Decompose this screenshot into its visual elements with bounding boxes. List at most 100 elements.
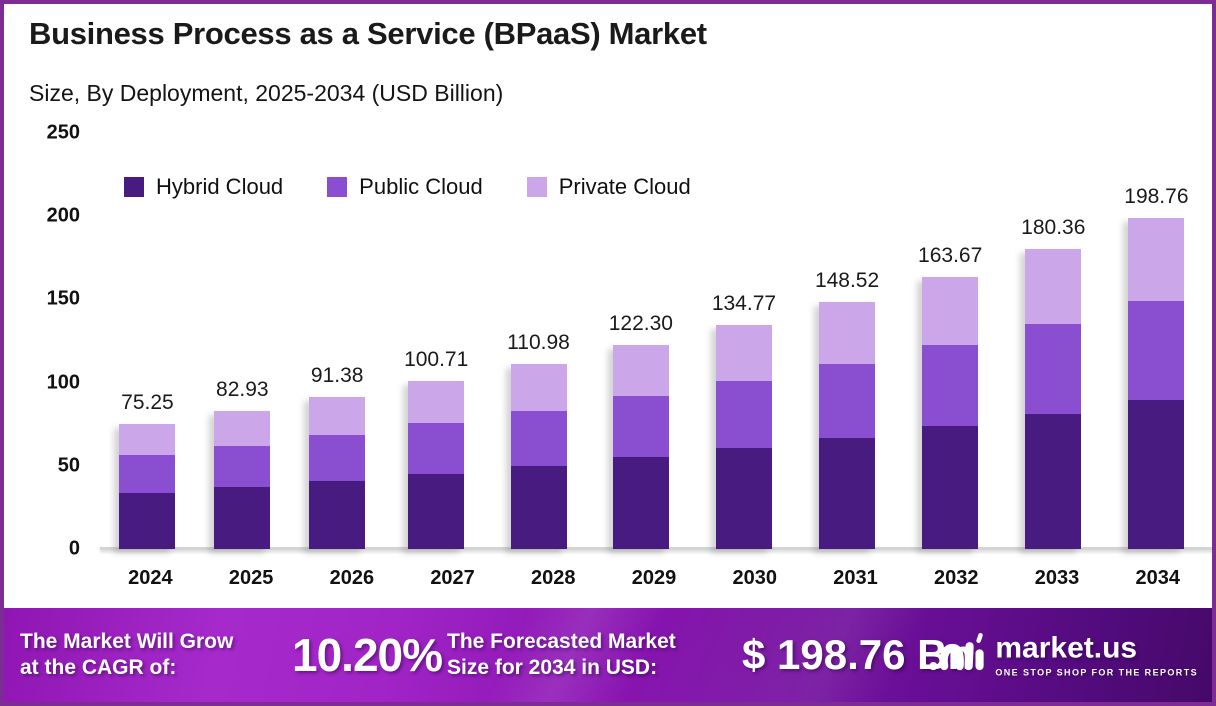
- forecast-value: $ 198.76 Bn: [742, 631, 974, 678]
- bar-segment-public-cloud: [819, 363, 876, 438]
- legend-item: Hybrid Cloud: [124, 174, 283, 200]
- cagr-label-line1: The Market Will Grow: [20, 629, 234, 653]
- bar-stack: [309, 397, 366, 549]
- brand-block: market.us ONE STOP SHOP FOR THE REPORTS: [927, 631, 1198, 680]
- bar-stack: [510, 364, 567, 549]
- bar-segment-private-cloud: [1025, 248, 1082, 324]
- bar-stack: [715, 324, 772, 549]
- x-tick-label: 2031: [833, 567, 878, 589]
- legend-item: Public Cloud: [327, 174, 483, 200]
- x-tick-label: 2034: [1135, 567, 1180, 589]
- brand-name: market.us: [995, 631, 1138, 664]
- x-tick-label: 2033: [1034, 567, 1080, 589]
- bar-segment-hybrid-cloud: [922, 426, 979, 549]
- bar-segment-public-cloud: [309, 435, 366, 481]
- x-axis-labels: 2024 2025 2026 2027 2028 2029 2030 2031 2032 2033…: [100, 567, 1208, 590]
- bar-segment-hybrid-cloud: [612, 457, 669, 549]
- bar-total-label: 180.36: [1021, 215, 1086, 239]
- y-tick-label: 100: [46, 371, 80, 394]
- bar-segment-private-cloud: [510, 364, 567, 411]
- footer-banner: The Market Will Grow at the CAGR of: 10.…: [4, 608, 1212, 702]
- bar-2025: 82.93: [214, 133, 271, 549]
- bar-stack: [612, 345, 669, 549]
- bar-segment-hybrid-cloud: [1128, 400, 1185, 549]
- bar-stack: [1025, 248, 1082, 549]
- bar-total-label: 163.67: [918, 243, 983, 267]
- legend-label: Private Cloud: [558, 174, 691, 199]
- x-tick-label: 2027: [430, 567, 475, 589]
- bar-segment-hybrid-cloud: [715, 448, 772, 549]
- bar-stack: [819, 301, 876, 549]
- y-tick-label: 200: [46, 204, 80, 227]
- bar-segment-private-cloud: [214, 411, 271, 446]
- legend-swatch-icon: [526, 177, 547, 197]
- forecast-label: The Forecasted Market Size for 2034 in U…: [447, 629, 676, 682]
- market-us-logo-icon: [927, 631, 985, 680]
- cagr-label-line2: at the CAGR of:: [20, 656, 177, 679]
- bar-2031: 148.52: [815, 133, 879, 549]
- bar-stack: [1128, 218, 1185, 549]
- y-tick-label: 0: [68, 537, 80, 560]
- bar-segment-private-cloud: [715, 324, 772, 381]
- legend-swatch-icon: [124, 177, 144, 197]
- legend-swatch-icon: [327, 177, 348, 197]
- legend-label: Public Cloud: [359, 174, 483, 199]
- bar-total-label: 134.77: [711, 291, 777, 315]
- plot-area: 75.25 82.93 91.38 100.71 110.98 122.30 134.77 1…: [100, 133, 1208, 549]
- bar-2030: 134.77: [712, 133, 776, 549]
- x-tick-label: 2029: [631, 567, 677, 589]
- y-tick-label: 50: [57, 454, 80, 477]
- bar-segment-private-cloud: [309, 397, 366, 436]
- bar-total-label: 82.93: [216, 378, 269, 402]
- chart-legend: Hybrid Cloud Public Cloud Private Cloud: [124, 174, 691, 200]
- bar-stack: [119, 423, 176, 549]
- bar-2029: 122.30: [609, 133, 673, 549]
- bar-total-label: 148.52: [814, 268, 880, 292]
- bar-2027: 100.71: [404, 133, 468, 549]
- bar-segment-public-cloud: [922, 344, 979, 427]
- bar-total-label: 110.98: [507, 331, 570, 355]
- bar-segment-hybrid-cloud: [214, 486, 271, 549]
- bar-segment-public-cloud: [1025, 323, 1082, 414]
- bar-segment-hybrid-cloud: [819, 437, 876, 549]
- bar-segment-hybrid-cloud: [119, 492, 176, 549]
- bar-2024: 75.25: [119, 133, 176, 549]
- page-title: Business Process as a Service (BPaaS) Ma…: [29, 16, 707, 51]
- bar-segment-public-cloud: [1128, 301, 1185, 401]
- cagr-label: The Market Will Grow at the CAGR of:: [20, 629, 233, 682]
- legend-item: Private Cloud: [526, 174, 691, 200]
- x-tick-label: 2030: [732, 567, 778, 589]
- forecast-label-line1: The Forecasted Market: [447, 629, 676, 653]
- forecast-label-line2: Size for 2034 in USD:: [447, 656, 658, 679]
- bar-segment-public-cloud: [715, 380, 772, 449]
- bar-segment-public-cloud: [214, 445, 271, 487]
- bar-segment-public-cloud: [119, 455, 176, 493]
- bar-total-label: 122.30: [608, 312, 673, 336]
- bar-segment-private-cloud: [612, 345, 669, 397]
- x-tick-label: 2028: [531, 567, 576, 589]
- brand-text: market.us ONE STOP SHOP FOR THE REPORTS: [995, 631, 1198, 678]
- bar-segment-private-cloud: [119, 423, 176, 456]
- y-tick-label: 150: [46, 287, 80, 310]
- bar-2026: 91.38: [309, 133, 366, 549]
- bar-segment-private-cloud: [408, 381, 465, 424]
- bar-stack: [214, 411, 271, 549]
- x-tick-label: 2025: [228, 567, 274, 589]
- cagr-value: 10.20%: [292, 629, 443, 681]
- bar-2034: 198.76: [1124, 133, 1189, 549]
- x-tick-label: 2032: [933, 567, 979, 589]
- bar-total-label: 91.38: [310, 364, 364, 388]
- bar-segment-hybrid-cloud: [1025, 413, 1082, 549]
- x-tick-label: 2024: [128, 567, 173, 589]
- bar-segment-private-cloud: [922, 276, 979, 345]
- bar-stack: [922, 276, 979, 549]
- bar-segment-public-cloud: [510, 410, 567, 466]
- bar-segment-public-cloud: [408, 423, 465, 474]
- brand-tagline: ONE STOP SHOP FOR THE REPORTS: [995, 667, 1198, 677]
- bar-segment-hybrid-cloud: [309, 480, 366, 549]
- bar-segment-hybrid-cloud: [510, 465, 567, 549]
- bar-segment-hybrid-cloud: [408, 473, 465, 549]
- bar-segment-private-cloud: [1128, 218, 1185, 302]
- y-tick-label: 250: [46, 121, 80, 144]
